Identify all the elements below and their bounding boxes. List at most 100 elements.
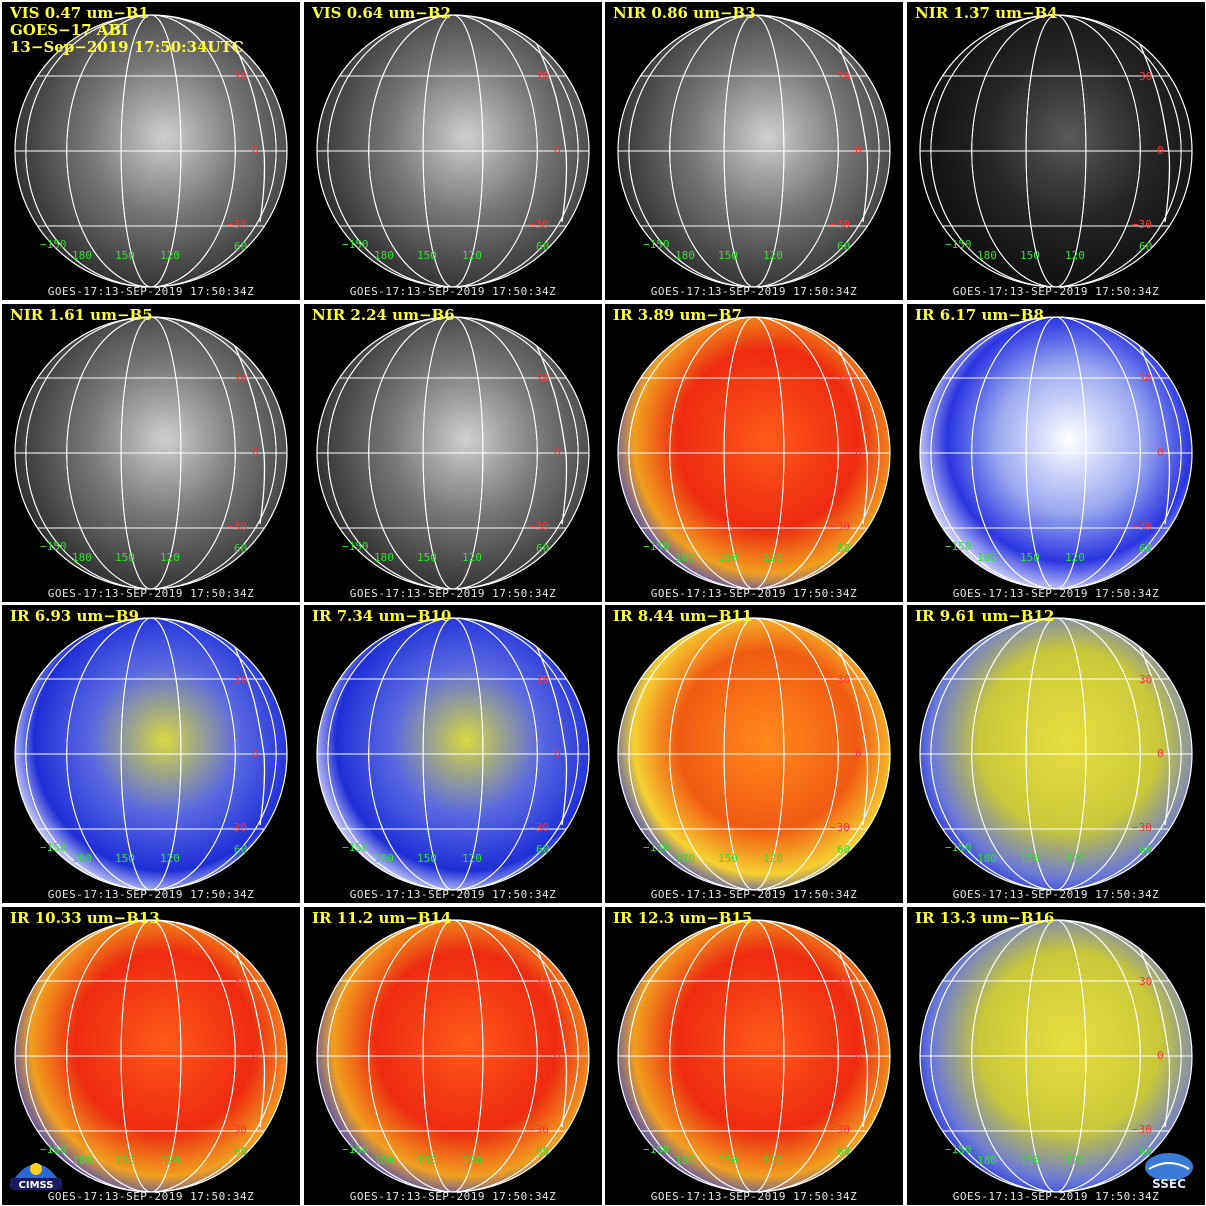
band-panel: 30 0 −30 −150 180 150 120 60 IR 10.33 um−B13 GOES… bbox=[2, 907, 300, 1205]
longitude-label: −150 bbox=[40, 1143, 67, 1156]
longitude-label: −150 bbox=[945, 238, 972, 251]
longitude-label: 60 bbox=[1139, 240, 1152, 253]
band-panel: 30 0 −30 −150 180 150 120 60 NIR 1.61 um−B5 GOES-… bbox=[2, 304, 300, 602]
longitude-label: 60 bbox=[837, 843, 850, 856]
earth-disk-image: 30 0 −30 −150 180 150 120 60 bbox=[316, 316, 590, 590]
earth-disk-image: 30 0 −30 −150 180 150 120 60 bbox=[316, 14, 590, 288]
longitude-label: 180 bbox=[675, 249, 695, 262]
longitude-label: −150 bbox=[643, 540, 670, 553]
longitude-label: −150 bbox=[40, 841, 67, 854]
latitude-label: −30 bbox=[529, 218, 549, 231]
band-panel: 30 0 −30 −150 180 150 120 60 IR 6.93 um−B9 GOES-1… bbox=[2, 605, 300, 903]
band-title: NIR 2.24 um−B6 bbox=[312, 306, 455, 324]
latitude-label: 30 bbox=[1139, 372, 1152, 385]
longitude-label: 120 bbox=[462, 852, 482, 865]
band-panel: 30 0 −30 −150 180 150 120 60 IR 9.61 um−B12 GOES-… bbox=[907, 605, 1205, 903]
longitude-label: 150 bbox=[417, 551, 437, 564]
longitude-label: 180 bbox=[374, 852, 394, 865]
latitude-label: 30 bbox=[234, 975, 247, 988]
band-title: IR 10.33 um−B13 bbox=[10, 909, 160, 927]
latitude-label: −30 bbox=[1132, 821, 1152, 834]
band-title: IR 11.2 um−B14 bbox=[312, 909, 452, 927]
earth-disk-image: 30 0 −30 −150 180 150 120 60 bbox=[316, 919, 590, 1193]
earth-disk-image: 30 0 −30 −150 180 150 120 60 bbox=[14, 14, 288, 288]
scan-datetime: 13−Sep−2019 17:50:34UTC bbox=[10, 38, 244, 56]
longitude-label: 180 bbox=[72, 551, 92, 564]
band-title: VIS 0.64 um−B2 bbox=[312, 4, 451, 22]
latitude-label: 30 bbox=[837, 975, 850, 988]
longitude-label: 120 bbox=[763, 551, 783, 564]
longitude-label: 150 bbox=[1020, 249, 1040, 262]
latitude-label: 0 bbox=[1157, 747, 1164, 760]
earth-disk-image: 30 0 −30 −150 180 150 120 60 bbox=[919, 14, 1193, 288]
longitude-label: 60 bbox=[1139, 542, 1152, 555]
longitude-label: 120 bbox=[160, 1154, 180, 1167]
latitude-label: 30 bbox=[536, 975, 549, 988]
longitude-label: 60 bbox=[1139, 843, 1152, 856]
band-panel: 30 0 −30 −150 180 150 120 60 IR 12.3 um−B15 GOES-… bbox=[605, 907, 903, 1205]
longitude-label: 120 bbox=[763, 852, 783, 865]
latitude-label: 0 bbox=[855, 144, 862, 157]
longitude-label: 60 bbox=[234, 240, 247, 253]
longitude-label: −150 bbox=[342, 540, 369, 553]
panel-timestamp: GOES-17:13-SEP-2019 17:50:34Z bbox=[650, 888, 858, 901]
longitude-label: 150 bbox=[718, 249, 738, 262]
latitude-label: −30 bbox=[529, 1123, 549, 1136]
longitude-label: 60 bbox=[837, 542, 850, 555]
svg-text:SSEC: SSEC bbox=[1152, 1177, 1186, 1191]
latitude-label: 30 bbox=[234, 372, 247, 385]
band-title: NIR 1.37 um−B4 bbox=[915, 4, 1058, 22]
latitude-label: 30 bbox=[1139, 70, 1152, 83]
panel-timestamp: GOES-17:13-SEP-2019 17:50:34Z bbox=[349, 888, 557, 901]
panel-timestamp: GOES-17:13-SEP-2019 17:50:34Z bbox=[349, 285, 557, 298]
band-title: IR 7.34 um−B10 bbox=[312, 607, 452, 625]
longitude-label: 180 bbox=[675, 551, 695, 564]
longitude-label: −150 bbox=[945, 1143, 972, 1156]
longitude-label: 150 bbox=[718, 1154, 738, 1167]
latitude-label: 30 bbox=[234, 70, 247, 83]
longitude-label: 180 bbox=[72, 1154, 92, 1167]
earth-disk-image: 30 0 −30 −150 180 150 120 60 bbox=[14, 617, 288, 891]
latitude-label: 30 bbox=[837, 673, 850, 686]
latitude-label: −30 bbox=[830, 821, 850, 834]
longitude-label: −150 bbox=[342, 841, 369, 854]
panel-timestamp: GOES-17:13-SEP-2019 17:50:34Z bbox=[952, 587, 1160, 600]
latitude-label: 0 bbox=[554, 1049, 561, 1062]
ssec-logo: SSEC bbox=[1145, 1153, 1193, 1191]
latitude-label: −30 bbox=[830, 1123, 850, 1136]
longitude-label: 120 bbox=[160, 852, 180, 865]
longitude-label: 150 bbox=[417, 852, 437, 865]
longitude-label: 150 bbox=[718, 551, 738, 564]
longitude-label: 180 bbox=[977, 249, 997, 262]
longitude-label: −150 bbox=[643, 841, 670, 854]
earth-disk-image: 30 0 −30 −150 180 150 120 60 bbox=[919, 617, 1193, 891]
band-title: IR 3.89 um−B7 bbox=[613, 306, 742, 324]
band-panel: 30 0 −30 −150 180 150 120 60 IR 11.2 um−B14 GOES-… bbox=[304, 907, 602, 1205]
band-title: IR 6.93 um−B9 bbox=[10, 607, 139, 625]
longitude-label: 180 bbox=[374, 551, 394, 564]
latitude-label: 0 bbox=[855, 747, 862, 760]
latitude-label: 0 bbox=[554, 747, 561, 760]
longitude-label: 60 bbox=[234, 542, 247, 555]
band-panel: 30 0 −30 −150 180 150 120 60 VIS 0.47 um−B1 GOES−… bbox=[2, 2, 300, 300]
band-title: VIS 0.47 um−B1 bbox=[10, 4, 149, 22]
longitude-label: 180 bbox=[72, 249, 92, 262]
latitude-label: −30 bbox=[1132, 520, 1152, 533]
longitude-label: 60 bbox=[536, 843, 549, 856]
latitude-label: 0 bbox=[1157, 446, 1164, 459]
longitude-label: 60 bbox=[536, 240, 549, 253]
latitude-label: 0 bbox=[1157, 144, 1164, 157]
latitude-label: 30 bbox=[1139, 673, 1152, 686]
longitude-label: 150 bbox=[115, 1154, 135, 1167]
longitude-label: 120 bbox=[462, 249, 482, 262]
latitude-label: 0 bbox=[1157, 1049, 1164, 1062]
longitude-label: −150 bbox=[342, 1143, 369, 1156]
latitude-label: 30 bbox=[1139, 975, 1152, 988]
band-title: IR 6.17 um−B8 bbox=[915, 306, 1044, 324]
longitude-label: 150 bbox=[1020, 852, 1040, 865]
longitude-label: 120 bbox=[1065, 852, 1085, 865]
longitude-label: 180 bbox=[675, 852, 695, 865]
latitude-label: 0 bbox=[252, 446, 259, 459]
longitude-label: −150 bbox=[40, 238, 67, 251]
